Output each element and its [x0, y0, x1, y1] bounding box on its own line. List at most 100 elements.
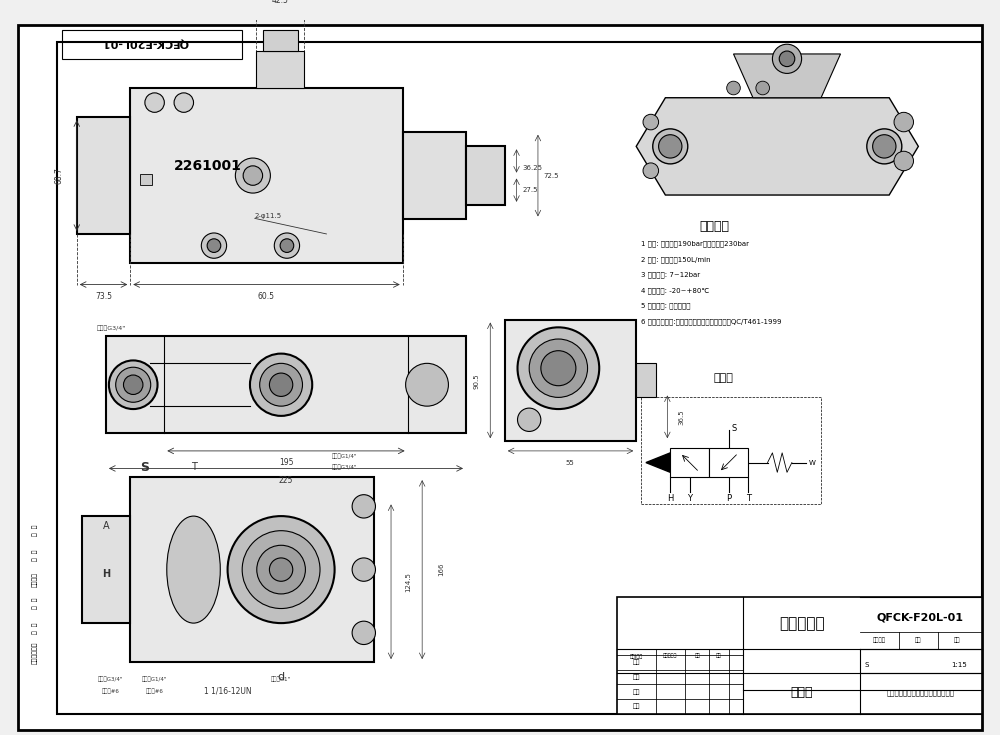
Text: 更改文件号: 更改文件号: [663, 653, 677, 659]
Circle shape: [518, 408, 541, 431]
Text: 1:15: 1:15: [951, 662, 967, 667]
Text: 36.5: 36.5: [678, 409, 684, 425]
Text: QFCK-F20L-01: QFCK-F20L-01: [101, 37, 188, 47]
Circle shape: [352, 558, 375, 581]
Text: 73.5: 73.5: [95, 292, 112, 301]
Circle shape: [235, 158, 270, 193]
Bar: [263, 29, 298, 51]
Text: 进油口G3/4": 进油口G3/4": [96, 326, 125, 331]
Text: 校  量: 校 量: [32, 598, 38, 609]
Text: 60.5: 60.5: [258, 292, 275, 301]
Text: T: T: [191, 462, 196, 473]
Text: 1 1/16-12UN: 1 1/16-12UN: [204, 686, 251, 696]
Circle shape: [243, 166, 263, 185]
Text: S: S: [865, 662, 869, 667]
Text: 缩  略: 缩 略: [32, 623, 38, 634]
Text: 图样标记: 图样标记: [873, 637, 886, 643]
Text: 签字: 签字: [695, 653, 700, 659]
Text: 55: 55: [566, 459, 574, 465]
Text: 管道用件登记: 管道用件登记: [32, 641, 38, 664]
Circle shape: [123, 375, 143, 395]
Circle shape: [653, 129, 688, 164]
Text: 1 压力: 额定压力190bar，最大压力230bar: 1 压力: 额定压力190bar，最大压力230bar: [641, 240, 749, 247]
Bar: [82, 516, 130, 623]
Text: T: T: [746, 494, 751, 503]
Circle shape: [643, 163, 659, 179]
Text: 36.25: 36.25: [522, 165, 542, 171]
Text: 标记|处数: 标记|处数: [630, 653, 643, 659]
Text: 制图: 制图: [632, 689, 640, 695]
Circle shape: [145, 93, 164, 112]
Circle shape: [643, 114, 659, 130]
Text: 出油口G3/4": 出油口G3/4": [332, 465, 357, 470]
Text: d: d: [278, 672, 285, 681]
Bar: [106, 336, 466, 434]
Text: S: S: [732, 424, 737, 433]
Bar: [641, 398, 821, 504]
Text: 组合件: 组合件: [790, 686, 813, 699]
Circle shape: [260, 363, 302, 406]
Polygon shape: [734, 54, 841, 98]
Bar: [670, 448, 709, 477]
Bar: [403, 132, 466, 219]
Circle shape: [352, 621, 375, 645]
Text: 2-φ11.5: 2-φ11.5: [255, 213, 282, 220]
Text: 90.5: 90.5: [474, 373, 480, 389]
Text: H: H: [667, 494, 673, 503]
Text: 泄油口G1": 泄油口G1": [271, 677, 291, 682]
Circle shape: [352, 495, 375, 518]
Text: 进气口G1/4": 进气口G1/4": [332, 453, 357, 459]
Text: W: W: [808, 459, 815, 465]
Polygon shape: [646, 453, 670, 473]
Bar: [256, 51, 304, 88]
Text: H: H: [102, 570, 110, 579]
Text: 6 产品执行标准:《自卸汽车换向阀技术条件》QC/T461-1999: 6 产品执行标准:《自卸汽车换向阀技术条件》QC/T461-1999: [641, 318, 782, 325]
Text: 原理图: 原理图: [714, 373, 734, 383]
Bar: [130, 88, 403, 263]
Text: 2261001: 2261001: [174, 159, 242, 173]
Text: 审核: 审核: [632, 674, 640, 680]
Circle shape: [541, 351, 576, 386]
Text: 27.5: 27.5: [522, 187, 538, 193]
Bar: [77, 117, 130, 234]
Text: QFCK-F20L-01: QFCK-F20L-01: [877, 613, 964, 623]
Circle shape: [228, 516, 335, 623]
Text: 技术参数: 技术参数: [699, 220, 729, 233]
Circle shape: [280, 239, 294, 252]
Circle shape: [659, 135, 682, 158]
Text: 42.5: 42.5: [272, 0, 289, 5]
Polygon shape: [636, 98, 918, 195]
Bar: [466, 146, 505, 205]
Circle shape: [274, 233, 300, 258]
Text: 进气口G1/4": 进气口G1/4": [142, 677, 167, 682]
Bar: [140, 173, 152, 185]
Text: 排气嘴#6: 排气嘴#6: [146, 689, 164, 694]
Text: 排气嘴#6: 排气嘴#6: [102, 689, 120, 694]
Circle shape: [269, 558, 293, 581]
Circle shape: [529, 339, 588, 398]
Text: 124.5: 124.5: [406, 573, 412, 592]
Circle shape: [174, 93, 194, 112]
Circle shape: [207, 239, 221, 252]
Bar: [130, 477, 374, 662]
Circle shape: [779, 51, 795, 67]
Text: 2 流量: 最大流量150L/min: 2 流量: 最大流量150L/min: [641, 256, 711, 262]
Text: 进油口G3/4": 进油口G3/4": [98, 677, 124, 682]
Text: 液压换向阀: 液压换向阀: [779, 616, 824, 631]
Ellipse shape: [167, 516, 220, 623]
Circle shape: [867, 129, 902, 164]
Text: 日期: 日期: [716, 653, 722, 659]
Bar: [62, 29, 242, 59]
Circle shape: [894, 151, 913, 171]
Text: 72.5: 72.5: [544, 173, 559, 179]
Bar: [505, 320, 636, 441]
Text: 225: 225: [279, 476, 293, 484]
Text: 设计: 设计: [632, 703, 640, 709]
Text: P: P: [726, 494, 731, 503]
Text: 比例: 比例: [954, 637, 961, 643]
Circle shape: [257, 545, 305, 594]
Circle shape: [727, 81, 740, 95]
Text: Y: Y: [687, 494, 692, 503]
Circle shape: [109, 360, 158, 409]
Circle shape: [756, 81, 770, 95]
